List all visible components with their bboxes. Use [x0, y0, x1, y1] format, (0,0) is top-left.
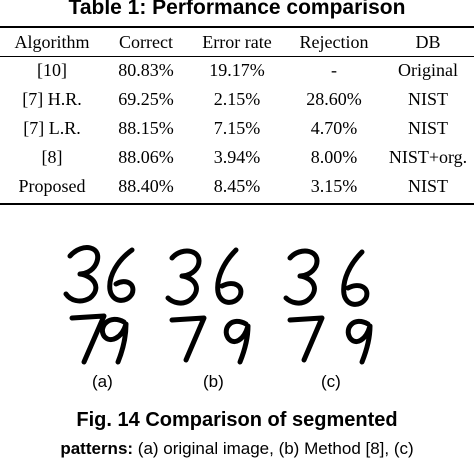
segmented-digits-figure: [63, 245, 373, 365]
table-row: Proposed 88.40% 8.45% 3.15% NIST: [0, 172, 474, 201]
table-title: Table 1: Performance comparison: [68, 0, 406, 19]
figure-title: Fig. 14 Comparison of segmented: [76, 409, 398, 431]
digit-9: [223, 318, 251, 365]
table-cell: -: [331, 60, 337, 80]
table-row: [7] H.R. 69.25% 2.15% 28.60% NIST: [0, 85, 474, 114]
table-cell: 3.94%: [213, 147, 261, 167]
digit-6: [341, 249, 370, 307]
table-cell: 80.83%: [118, 60, 174, 80]
subfigure-label-b: (b): [203, 372, 224, 391]
table-cell: [10]: [37, 60, 67, 80]
table-cell: [8]: [41, 147, 63, 167]
table-cell: 4.70%: [310, 118, 358, 138]
table-cell: NIST: [408, 118, 448, 138]
caption-bold-lead: patterns:: [60, 439, 134, 458]
table-cell: 69.25%: [118, 89, 174, 109]
table-cell: 88.40%: [118, 176, 174, 196]
table-header-rule: [0, 56, 474, 57]
table-cell: NIST+org.: [388, 147, 468, 167]
column-header-error-rate: Error rate: [202, 32, 272, 52]
table-cell: 2.15%: [213, 89, 261, 109]
table-cell: 28.60%: [306, 89, 362, 109]
table-bottom-rule: [0, 203, 474, 205]
subfigure-label-c: (c): [321, 372, 341, 391]
table-cell: 7.15%: [213, 118, 261, 138]
table-cell: 88.06%: [118, 147, 174, 167]
column-header-correct: Correct: [119, 32, 173, 52]
digit-3: [165, 248, 202, 306]
table-cell: 88.15%: [118, 118, 174, 138]
table-cell: 19.17%: [209, 60, 265, 80]
table-row: [7] L.R. 88.15% 7.15% 4.70% NIST: [0, 114, 474, 143]
column-header-db: DB: [415, 32, 441, 52]
digit-3: [283, 248, 320, 306]
table-header-row: Algorithm Correct Error rate Rejection D…: [0, 29, 474, 56]
table-cell: [7] L.R.: [23, 118, 81, 138]
table-cell: Proposed: [18, 176, 86, 196]
figure-caption: patterns: (a) original image, (b) Method…: [0, 438, 474, 460]
table-top-rule: [0, 26, 474, 28]
digit-pair-36: [63, 245, 136, 304]
table-cell: NIST: [408, 89, 448, 109]
table-row: [10] 80.83% 19.17% - Original: [0, 56, 474, 85]
column-header-rejection: Rejection: [299, 32, 369, 52]
digit-pair-79: [69, 313, 129, 365]
digit-7: [287, 315, 325, 363]
table-cell: 8.45%: [213, 176, 261, 196]
subfigure-label-a: (a): [92, 372, 113, 391]
column-header-algorithm: Algorithm: [14, 32, 90, 52]
caption-text: (a) original image, (b) Method [8], (c): [133, 439, 414, 458]
digit-9: [345, 318, 373, 365]
digit-6: [215, 247, 244, 305]
table-cell: NIST: [408, 176, 448, 196]
table-cell: 3.15%: [310, 176, 358, 196]
table-cell: Original: [398, 60, 458, 80]
performance-table: Algorithm Correct Error rate Rejection D…: [0, 29, 474, 201]
table-cell: 8.00%: [310, 147, 358, 167]
table-cell: [7] H.R.: [22, 89, 82, 109]
table-row: [8] 88.06% 3.94% 8.00% NIST+org.: [0, 143, 474, 172]
digit-7: [169, 315, 207, 363]
